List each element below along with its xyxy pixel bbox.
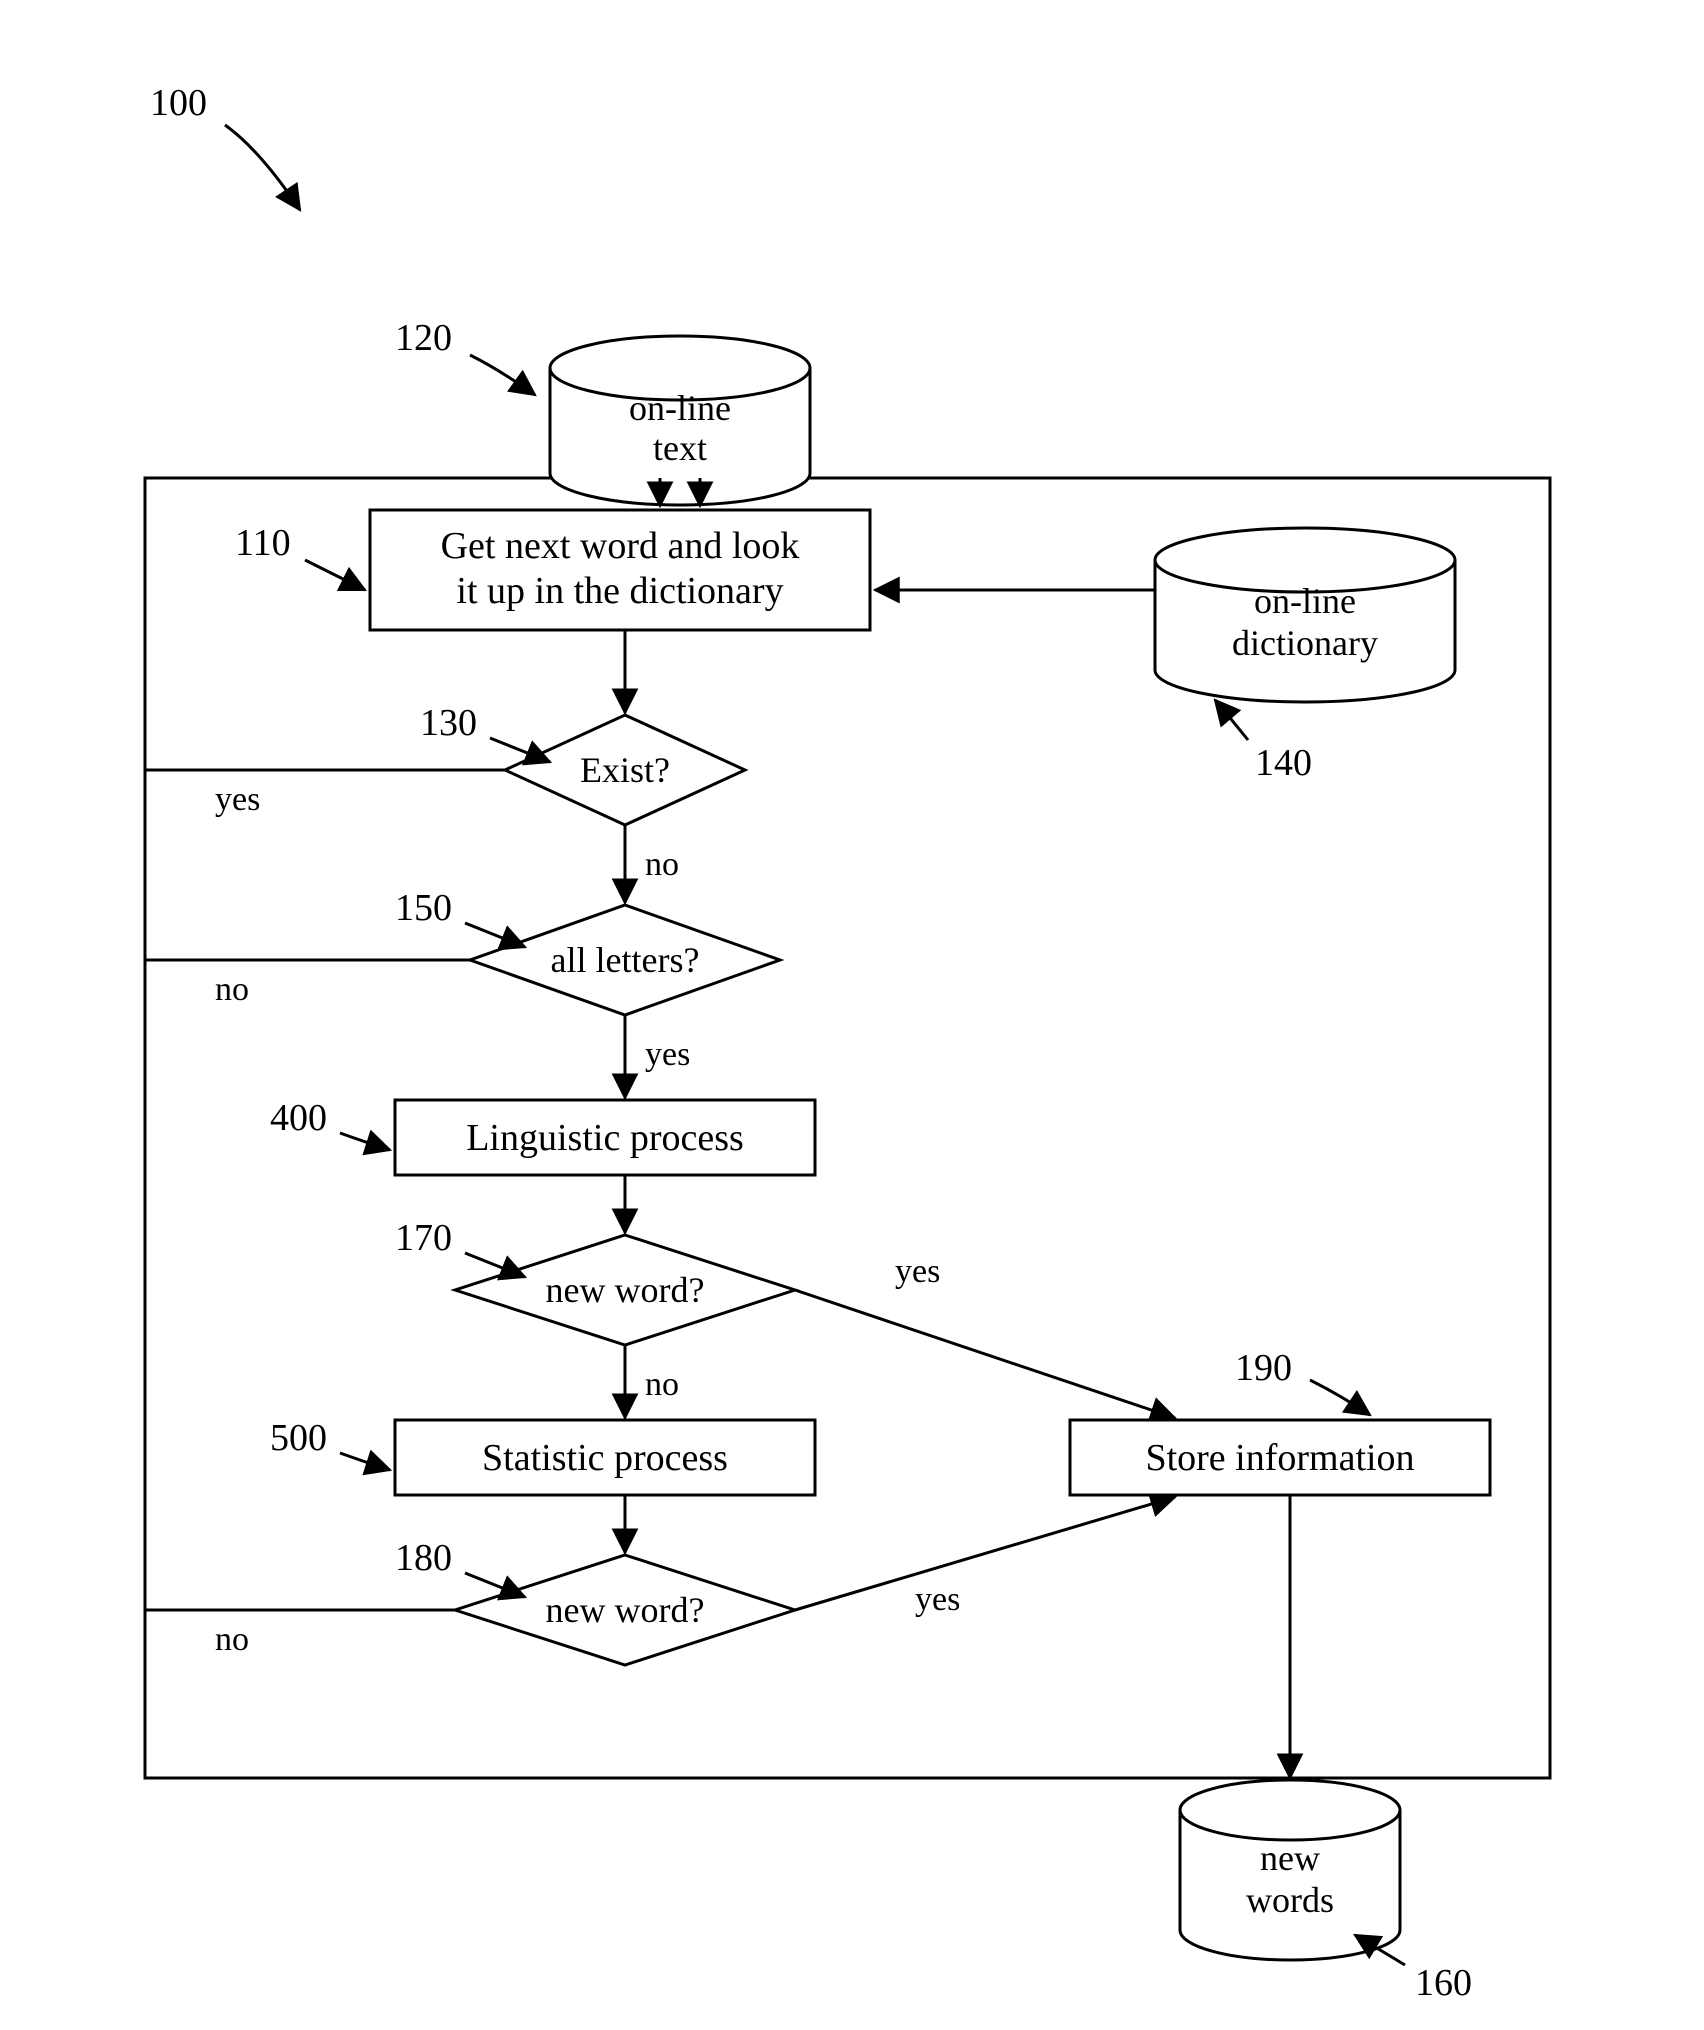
- ref-100-pointer: [225, 125, 300, 210]
- diamond-exist: Exist?: [505, 715, 745, 825]
- ref-150: 150: [395, 887, 452, 929]
- ref-400: 400: [270, 1097, 327, 1139]
- svg-text:text: text: [653, 428, 707, 468]
- svg-text:dictionary: dictionary: [1232, 623, 1378, 663]
- ref-120: 120: [395, 317, 452, 359]
- diamond-new-word-1: new word?: [455, 1235, 795, 1345]
- box-get-word: Get next word and look it up in the dict…: [370, 510, 870, 630]
- svg-text:words: words: [1246, 1880, 1334, 1920]
- label-letters-no: no: [215, 971, 249, 1008]
- ref-400-pointer: [340, 1133, 390, 1150]
- svg-text:on-line: on-line: [629, 388, 731, 428]
- svg-text:all letters?: all letters?: [551, 940, 700, 980]
- cylinder-new-words: new words: [1180, 1780, 1400, 1960]
- svg-text:new word?: new word?: [546, 1270, 705, 1310]
- svg-text:on-line: on-line: [1254, 581, 1356, 621]
- svg-text:Store information: Store information: [1145, 1437, 1414, 1479]
- svg-text:it up in the dictionary: it up in the dictionary: [456, 570, 783, 612]
- ref-160: 160: [1415, 1962, 1472, 2004]
- edge-nw2-yes: [795, 1497, 1175, 1610]
- svg-text:Exist?: Exist?: [580, 750, 670, 790]
- cylinder-online-dictionary: on-line dictionary: [1155, 528, 1455, 702]
- ref-110-pointer: [305, 560, 365, 590]
- ref-190-pointer: [1310, 1380, 1370, 1415]
- svg-text:Get next word and look: Get next word and look: [441, 525, 800, 567]
- edge-nw1-yes: [795, 1290, 1175, 1418]
- ref-170-pointer: [465, 1253, 525, 1277]
- ref-130: 130: [420, 702, 477, 744]
- ref-500-pointer: [340, 1453, 390, 1470]
- label-nw2-no: no: [215, 1621, 249, 1658]
- ref-190: 190: [1235, 1347, 1292, 1389]
- svg-text:Linguistic process: Linguistic process: [466, 1117, 744, 1159]
- svg-text:new: new: [1260, 1838, 1320, 1878]
- ref-140-pointer: [1215, 700, 1248, 740]
- ref-110: 110: [235, 522, 291, 564]
- label-nw1-yes: yes: [895, 1253, 940, 1290]
- ref-170: 170: [395, 1217, 452, 1259]
- label-letters-yes: yes: [645, 1036, 690, 1073]
- svg-text:Statistic process: Statistic process: [482, 1437, 728, 1479]
- label-exist-yes: yes: [215, 781, 260, 818]
- label-exist-no: no: [645, 846, 679, 883]
- diamond-new-word-2: new word?: [455, 1555, 795, 1665]
- ref-120-pointer: [470, 355, 535, 395]
- ref-180-pointer: [465, 1573, 525, 1597]
- box-statistic: Statistic process: [395, 1420, 815, 1495]
- label-nw2-yes: yes: [915, 1581, 960, 1618]
- ref-140: 140: [1255, 742, 1312, 784]
- cylinder-online-text: on-line text: [550, 336, 810, 505]
- ref-100: 100: [150, 82, 207, 124]
- box-store: Store information: [1070, 1420, 1490, 1495]
- svg-text:new word?: new word?: [546, 1590, 705, 1630]
- diamond-all-letters: all letters?: [470, 905, 780, 1015]
- label-nw1-no: no: [645, 1366, 679, 1403]
- flowchart: 100 on-line text 120 Get next word and l…: [0, 0, 1704, 2030]
- ref-500: 500: [270, 1417, 327, 1459]
- ref-180: 180: [395, 1537, 452, 1579]
- ref-130-pointer: [490, 738, 550, 762]
- ref-150-pointer: [465, 923, 525, 947]
- box-linguistic: Linguistic process: [395, 1100, 815, 1175]
